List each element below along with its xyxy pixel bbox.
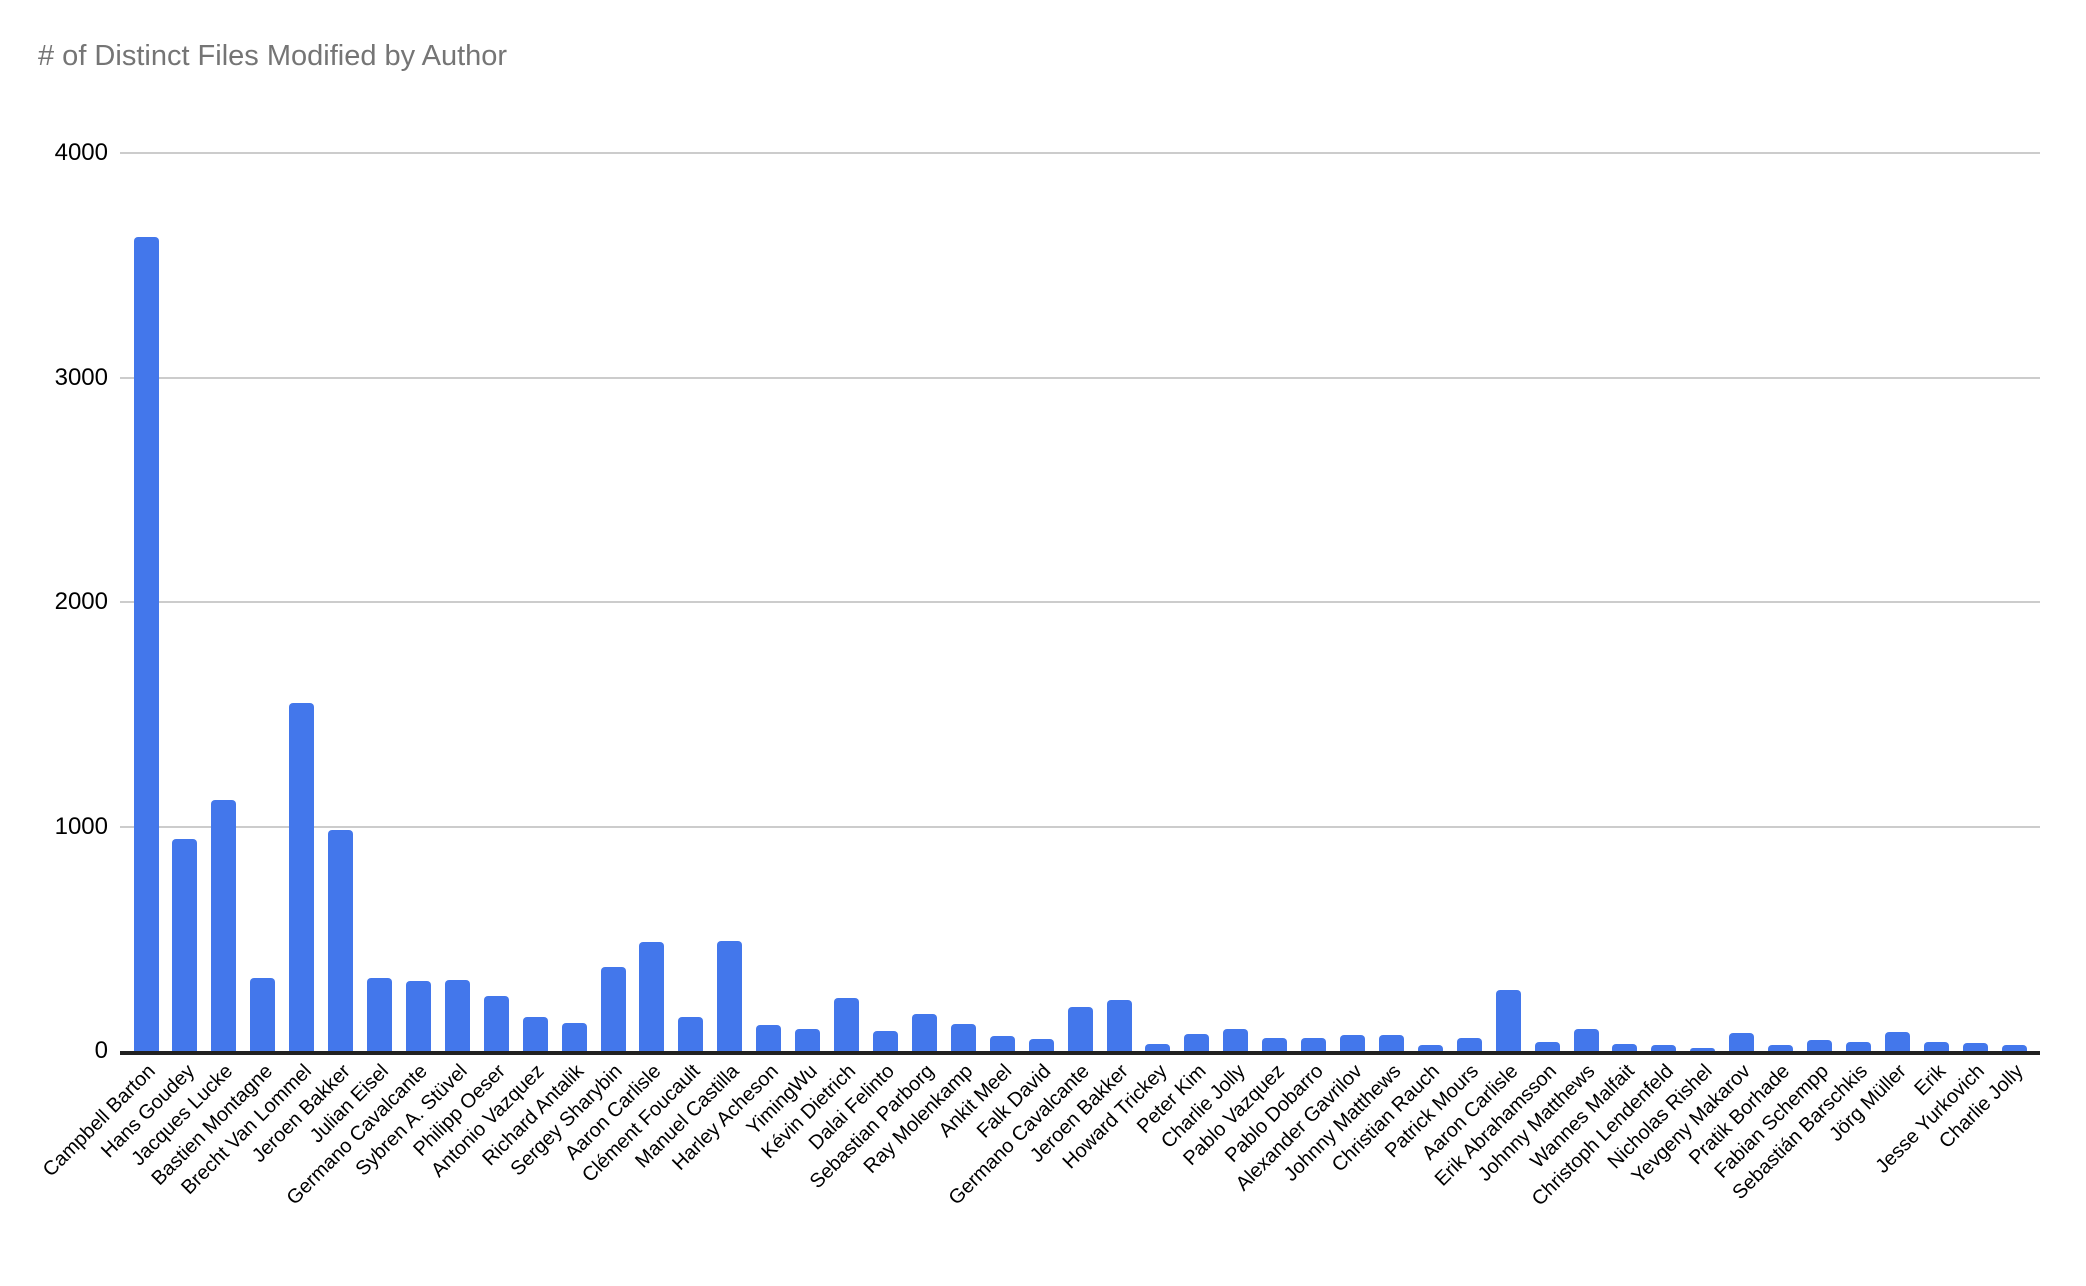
bar[interactable] (1807, 1040, 1833, 1051)
bar[interactable] (600, 967, 626, 1051)
bar[interactable] (1184, 1034, 1210, 1051)
bar[interactable] (1417, 1045, 1443, 1051)
y-tick-label: 4000 (54, 139, 108, 166)
bar[interactable] (911, 1014, 937, 1051)
gridline (120, 601, 2040, 603)
gridline (120, 825, 2040, 828)
bar[interactable] (289, 703, 315, 1051)
bar[interactable] (639, 942, 665, 1051)
bar[interactable] (1028, 1039, 1054, 1051)
gridline (120, 152, 2040, 154)
bar[interactable] (834, 998, 860, 1051)
bar[interactable] (950, 1024, 976, 1051)
bar[interactable] (250, 978, 276, 1051)
y-tick-label: 0 (94, 1037, 108, 1064)
bar[interactable] (444, 980, 470, 1051)
bar[interactable] (328, 830, 354, 1051)
chart-title: # of Distinct Files Modified by Author (38, 40, 508, 72)
bar[interactable] (1456, 1038, 1482, 1051)
bar[interactable] (1067, 1007, 1093, 1051)
bar[interactable] (483, 996, 509, 1051)
bar[interactable] (1573, 1029, 1599, 1051)
y-tick-label: 3000 (54, 363, 108, 391)
bar[interactable] (1690, 1048, 1716, 1051)
bar[interactable] (211, 800, 237, 1051)
bar[interactable] (872, 1031, 898, 1051)
bar[interactable] (989, 1036, 1015, 1051)
bar[interactable] (1768, 1045, 1794, 1051)
bar[interactable] (1612, 1044, 1638, 1051)
bar[interactable] (795, 1029, 821, 1051)
gridline (120, 376, 2040, 379)
bar[interactable] (367, 978, 393, 1051)
bar[interactable] (1884, 1032, 1910, 1051)
bar[interactable] (1495, 990, 1521, 1051)
bar[interactable] (717, 941, 743, 1051)
bar[interactable] (522, 1017, 548, 1051)
bar[interactable] (133, 237, 159, 1051)
bar[interactable] (405, 981, 431, 1051)
bar[interactable] (678, 1017, 704, 1051)
bar[interactable] (1301, 1038, 1327, 1051)
bar[interactable] (1534, 1042, 1560, 1051)
bar[interactable] (561, 1023, 587, 1051)
x-axis-line (120, 1051, 2040, 1055)
bar[interactable] (172, 839, 198, 1051)
bar[interactable] (1106, 1000, 1132, 1051)
bar[interactable] (1845, 1042, 1871, 1051)
y-tick-label: 2000 (54, 588, 108, 615)
bar[interactable] (756, 1025, 782, 1051)
bar[interactable] (1923, 1042, 1949, 1051)
bar[interactable] (1378, 1035, 1404, 1051)
bar[interactable] (2001, 1045, 2027, 1051)
bar[interactable] (1962, 1043, 1988, 1051)
bar[interactable] (1145, 1044, 1171, 1051)
bar[interactable] (1651, 1045, 1677, 1051)
bar[interactable] (1340, 1035, 1366, 1051)
y-tick-label: 1000 (54, 812, 108, 840)
bar[interactable] (1262, 1038, 1288, 1051)
bar[interactable] (1729, 1033, 1755, 1051)
bar[interactable] (1223, 1029, 1249, 1051)
